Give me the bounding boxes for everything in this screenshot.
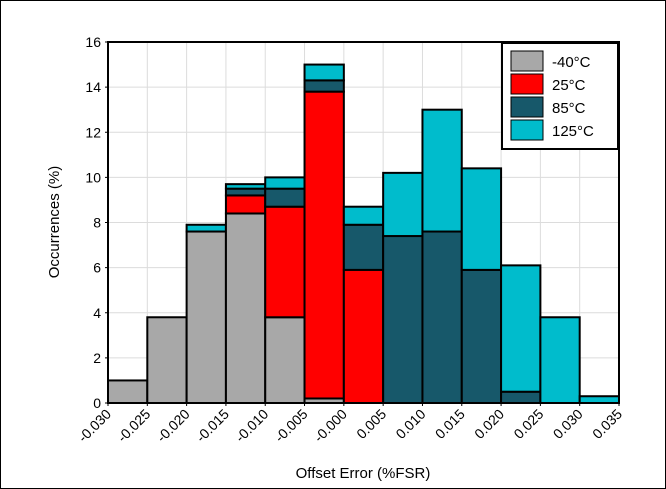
bar-segment [382, 235, 424, 404]
y-tick-label: 6 [93, 260, 101, 276]
bar-segment [146, 316, 188, 405]
y-tick-label: 16 [85, 34, 101, 50]
legend-label: -40°C [552, 54, 591, 71]
bar-segment [460, 167, 503, 271]
bar-segment [224, 183, 267, 190]
legend-label: 85°C [552, 100, 586, 117]
x-tick-label: -0.005 [271, 406, 311, 446]
legend-swatch [510, 73, 544, 95]
x-tick-label: -0.000 [311, 406, 351, 446]
y-tick-label: 14 [85, 79, 101, 95]
y-tick-label: 2 [93, 350, 101, 366]
x-tick-label: 0.005 [353, 406, 389, 442]
x-tick-label: 0.020 [471, 406, 507, 442]
x-tick-label: -0.010 [232, 406, 272, 446]
bar-segment [185, 230, 227, 404]
x-tick-label: -0.025 [114, 406, 154, 446]
y-tick-label: 10 [85, 169, 101, 185]
bar-segment [185, 223, 227, 233]
bar-segment [539, 316, 581, 405]
y-tick-label: 12 [85, 124, 101, 140]
bar-segment [500, 264, 542, 393]
x-tick-label: -0.030 [75, 406, 115, 446]
bar-segment [342, 268, 385, 404]
legend-label: 25°C [552, 77, 586, 94]
y-tick-label: 4 [93, 305, 101, 321]
x-tick-label: 0.015 [432, 406, 468, 442]
bar-segment [107, 379, 149, 404]
legend-swatch [510, 50, 544, 72]
bar-segment [421, 230, 463, 404]
bar-segment [460, 268, 503, 404]
y-tick-label: 0 [93, 395, 101, 411]
x-axis-title: Offset Error (%FSR) [296, 465, 431, 482]
bar-segment [264, 316, 306, 405]
x-tick-label: 0.030 [550, 406, 586, 442]
x-tick-label: 0.025 [510, 406, 546, 442]
legend: -40°C 25°C 85°C 125°C [501, 42, 619, 150]
x-tick-label: -0.020 [153, 406, 193, 446]
bar-segment [264, 187, 306, 208]
bar-segment [578, 395, 621, 405]
y-tick-labels: 0 2 4 6 8 10 12 14 16 [85, 34, 108, 411]
legend-swatch [510, 119, 544, 141]
bar-segment [382, 171, 424, 238]
legend-swatch [510, 96, 544, 118]
bar-segment [303, 79, 345, 93]
x-tick-label: 0.010 [392, 406, 428, 442]
bar-segment [421, 108, 463, 233]
bar-segment [303, 63, 345, 82]
y-axis-title: Occurrences (%) [46, 166, 63, 279]
legend-label: 125°C [552, 123, 594, 140]
x-tick-labels: -0.030 -0.025 -0.020 -0.015 -0.010 -0.005 -0.0… [75, 403, 625, 446]
bar-segment [264, 176, 306, 190]
bar-segment [500, 390, 542, 404]
bar-segment [264, 205, 306, 319]
x-tick-label: 0.035 [589, 406, 625, 442]
bar-segment [342, 205, 385, 226]
bar-segment [224, 187, 267, 197]
bar-segment [224, 212, 267, 404]
bar-segment [342, 223, 385, 271]
x-tick-label: -0.015 [193, 406, 233, 446]
y-tick-label: 8 [93, 215, 101, 231]
bar-segment [303, 90, 345, 400]
bar-segment [224, 194, 267, 215]
